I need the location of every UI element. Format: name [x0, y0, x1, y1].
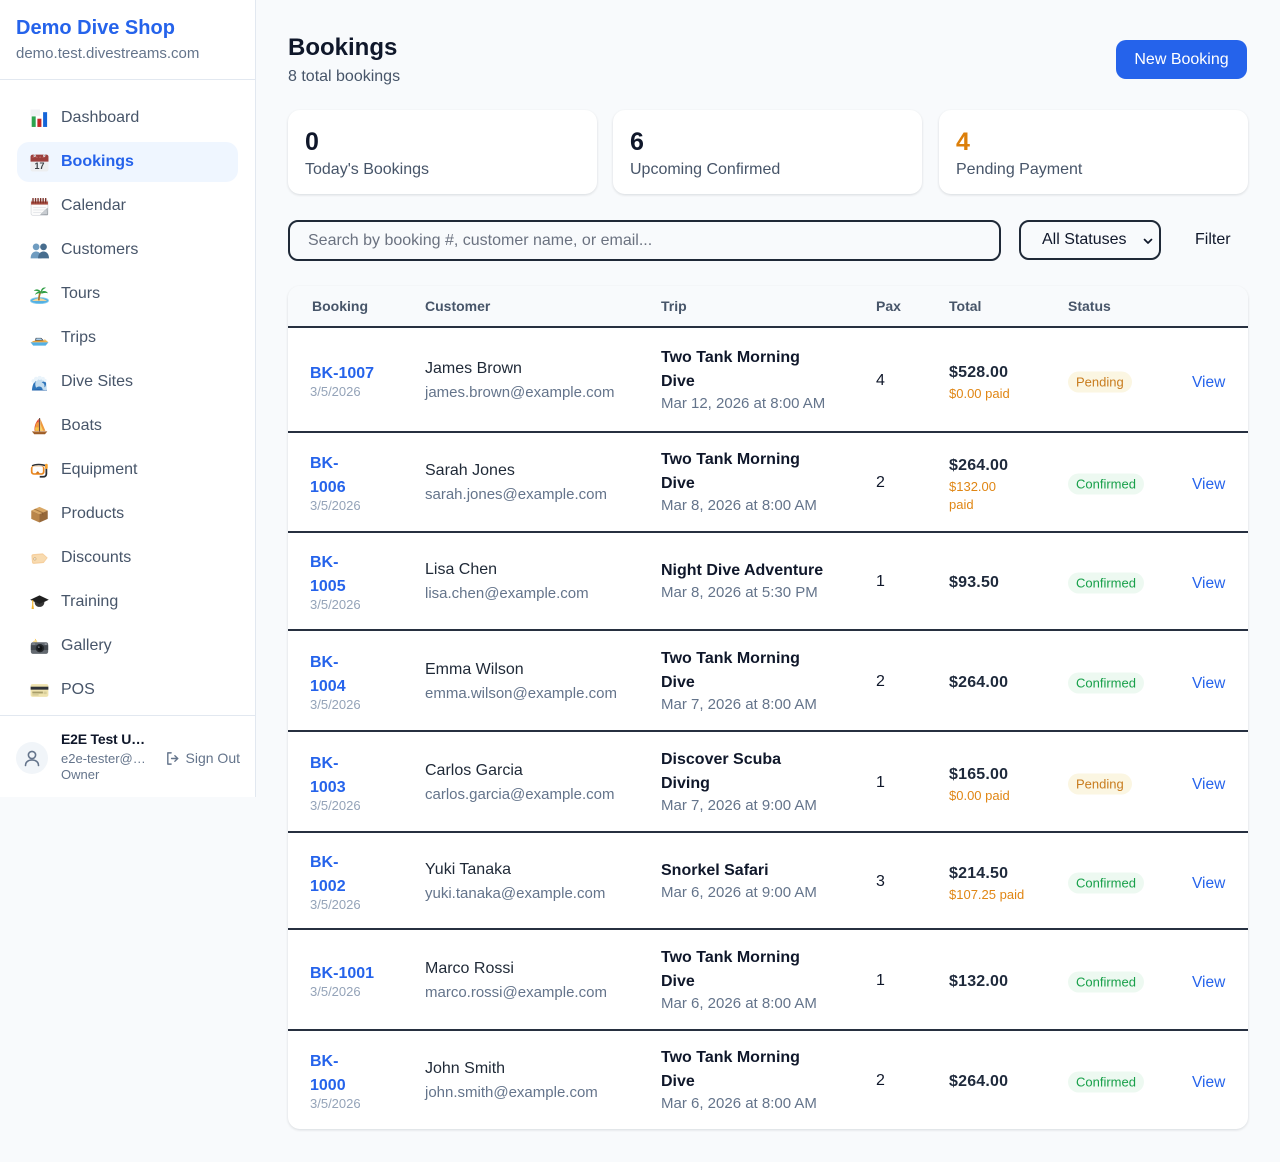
- svg-text:17: 17: [35, 161, 45, 171]
